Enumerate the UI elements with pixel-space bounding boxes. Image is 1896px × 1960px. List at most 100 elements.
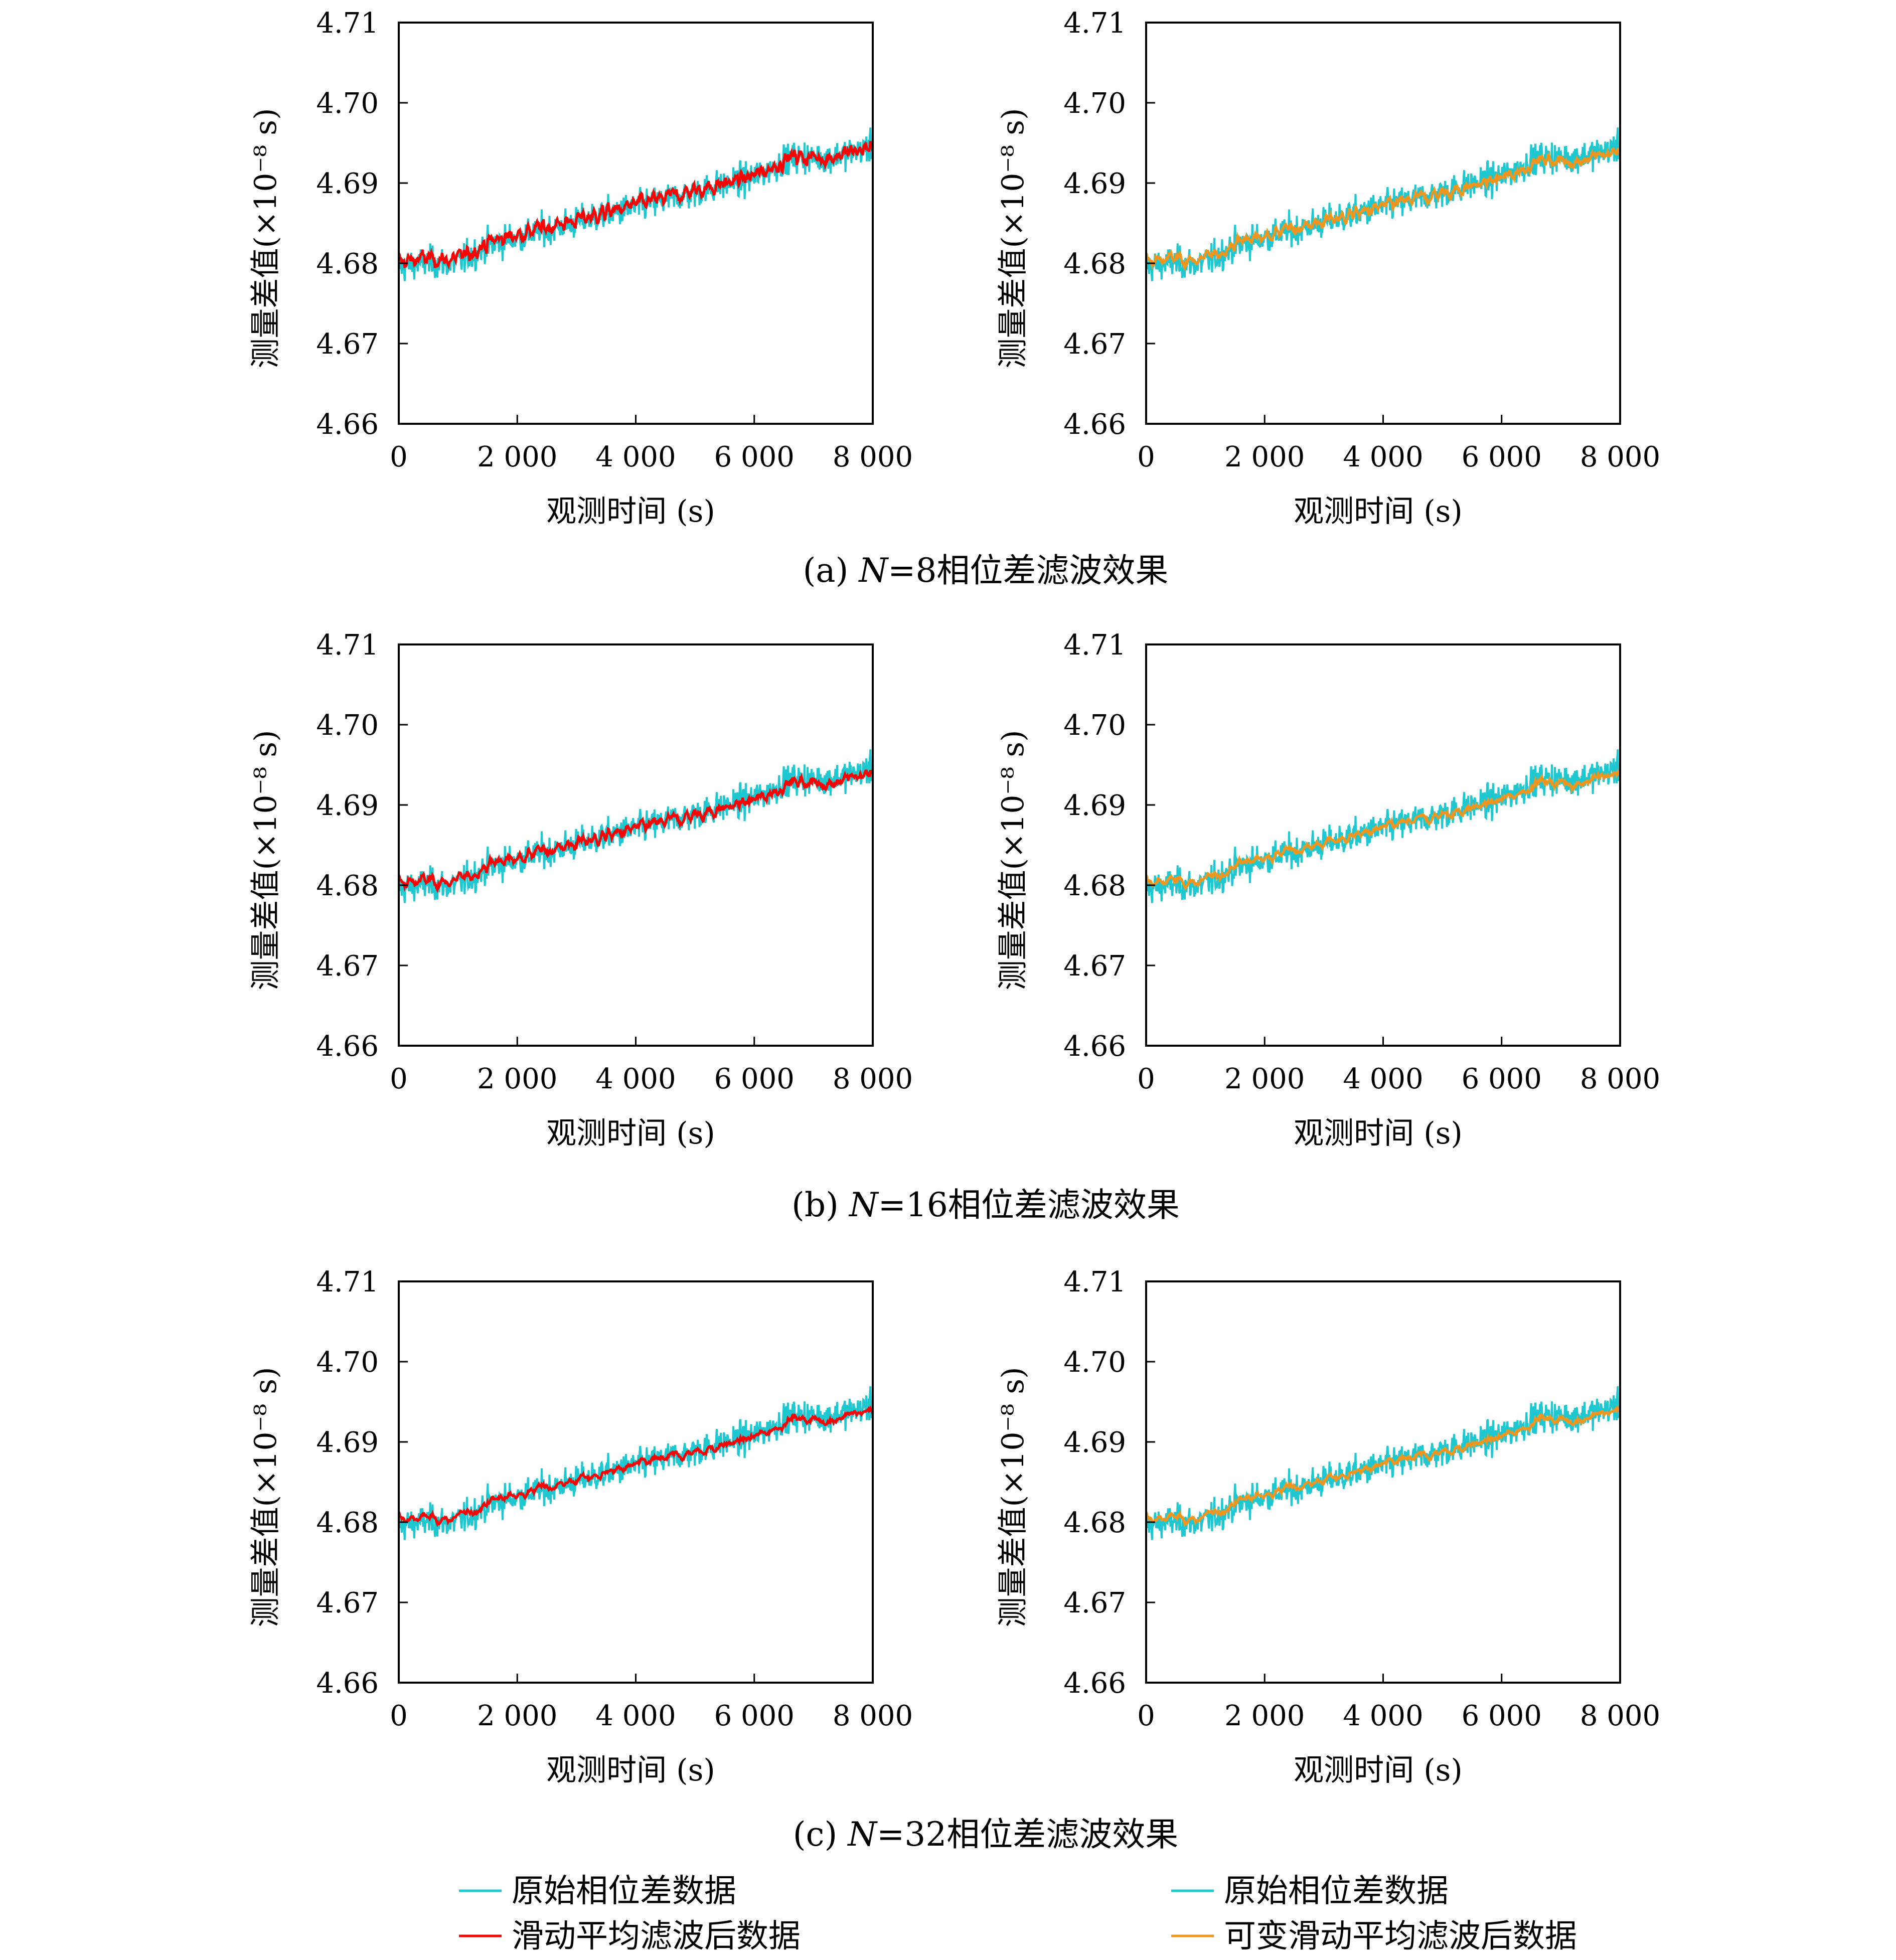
y-tick-label: 4.66 <box>316 1667 379 1700</box>
x-axis-label: 观测时间 (s) <box>1294 1753 1463 1788</box>
x-tick-label: 8 000 <box>833 441 913 473</box>
series-line-raw <box>399 749 873 903</box>
y-axis-label: 测量差值(×10⁻⁸ s) <box>248 730 283 990</box>
x-tick-label: 4 000 <box>595 1063 676 1095</box>
plot-frame <box>1145 1280 1621 1684</box>
y-tick-label: 4.70 <box>316 1346 379 1379</box>
legend-entry: 原始相位差数据 <box>512 1873 736 1910</box>
x-axis-label: 观测时间 (s) <box>1294 494 1463 529</box>
y-tick-label: 4.66 <box>316 1030 379 1063</box>
legend-entry: 可变滑动平均滤波后数据 <box>1224 1918 1577 1955</box>
x-tick-label: 6 000 <box>1462 1700 1542 1732</box>
y-tick-label: 4.67 <box>316 328 379 361</box>
x-tick-label: 4 000 <box>1343 1063 1423 1095</box>
y-tick-label: 4.66 <box>1063 1030 1126 1063</box>
y-tick-label: 4.66 <box>316 408 379 441</box>
y-tick-label: 4.69 <box>1063 1426 1126 1459</box>
x-tick-label: 2 000 <box>477 441 557 473</box>
chart-panel-c-left: 0 2 000 4 000 6 000 8 000 4.66 4.67 4.68 4.69 4.7… <box>248 1266 913 1788</box>
y-tick-label: 4.68 <box>316 1507 379 1539</box>
y-tick-label: 4.67 <box>316 1587 379 1619</box>
y-tick-label: 4.70 <box>316 87 379 120</box>
x-tick-label: 0 <box>390 1700 408 1732</box>
x-tick-label: 4 000 <box>595 1700 676 1732</box>
y-tick-label: 4.68 <box>1063 248 1126 280</box>
chart-panel-a-right: 0 2 000 4 000 6 000 8 000 4.66 4.67 4.68 4.69 4.7… <box>996 7 1660 529</box>
plot-frame <box>1145 22 1621 425</box>
y-tick-label: 4.69 <box>1063 168 1126 200</box>
x-axis-label: 观测时间 (s) <box>1294 1116 1463 1151</box>
y-axis-label: 测量差值(×10⁻⁸ s) <box>248 108 283 368</box>
x-tick-label: 0 <box>1137 1063 1155 1095</box>
y-tick-label: 4.70 <box>316 709 379 742</box>
y-tick-label: 4.69 <box>316 1426 379 1459</box>
x-tick-label: 6 000 <box>1462 441 1542 473</box>
series-line-filtered <box>1146 147 1620 271</box>
x-tick-label: 8 000 <box>1580 441 1660 473</box>
y-tick-label: 4.70 <box>1063 709 1126 742</box>
chart-panel-b-left: 0 2 000 4 000 6 000 8 000 4.66 4.67 4.68 4.69 4.7… <box>248 629 913 1151</box>
y-axis-label: 测量差值(×10⁻⁸ s) <box>248 1367 283 1627</box>
chart-panel-a-left: 0 2 000 4 000 6 000 8 000 4.66 4.67 4.68 4.69 4.7… <box>248 7 913 529</box>
x-tick-label: 2 000 <box>477 1063 557 1095</box>
x-tick-label: 6 000 <box>1462 1063 1542 1095</box>
x-tick-label: 6 000 <box>714 1063 795 1095</box>
y-tick-label: 4.71 <box>316 7 379 40</box>
y-tick-label: 4.71 <box>1063 629 1126 662</box>
x-axis-label: 观测时间 (s) <box>546 1753 715 1788</box>
figure-caption: (a) N=8相位差滤波效果 <box>803 551 1169 590</box>
chart-panel-b-right: 0 2 000 4 000 6 000 8 000 4.66 4.67 4.68 4.69 4.7… <box>996 629 1660 1151</box>
x-tick-label: 0 <box>1137 1700 1155 1732</box>
x-tick-label: 0 <box>390 441 408 473</box>
legend-entry: 原始相位差数据 <box>1224 1873 1449 1910</box>
x-tick-label: 2 000 <box>477 1700 557 1732</box>
y-tick-label: 4.67 <box>316 950 379 983</box>
y-axis-label: 测量差值(×10⁻⁸ s) <box>996 108 1031 368</box>
x-tick-label: 2 000 <box>1224 1063 1305 1095</box>
plot-frame <box>398 22 874 425</box>
x-tick-label: 8 000 <box>833 1063 913 1095</box>
x-tick-label: 0 <box>1137 441 1155 473</box>
y-tick-label: 4.69 <box>1063 789 1126 822</box>
x-tick-label: 2 000 <box>1224 1700 1305 1732</box>
series-line-filtered <box>1146 1405 1620 1528</box>
y-tick-label: 4.71 <box>1063 7 1126 40</box>
legend-entry: 滑动平均滤波后数据 <box>512 1918 801 1955</box>
x-axis-label: 观测时间 (s) <box>546 494 715 529</box>
plot-frame <box>398 1280 874 1684</box>
x-tick-label: 4 000 <box>595 441 676 473</box>
y-tick-label: 4.67 <box>1063 328 1126 361</box>
y-tick-label: 4.66 <box>1063 408 1126 441</box>
x-tick-label: 8 000 <box>833 1700 913 1732</box>
x-tick-label: 4 000 <box>1343 441 1423 473</box>
x-tick-label: 6 000 <box>714 1700 795 1732</box>
x-axis-label: 观测时间 (s) <box>546 1116 715 1151</box>
y-tick-label: 4.68 <box>1063 1507 1126 1539</box>
series-line-filtered <box>399 769 873 893</box>
y-tick-label: 4.71 <box>316 629 379 662</box>
y-tick-label: 4.69 <box>316 168 379 200</box>
plot-frame <box>1145 643 1621 1047</box>
figure-caption: (b) N=16相位差滤波效果 <box>792 1186 1180 1224</box>
y-tick-label: 4.67 <box>1063 1587 1126 1619</box>
y-tick-label: 4.68 <box>1063 870 1126 902</box>
x-tick-label: 6 000 <box>714 441 795 473</box>
y-tick-label: 4.70 <box>1063 1346 1126 1379</box>
y-tick-label: 4.71 <box>1063 1266 1126 1298</box>
y-tick-label: 4.67 <box>1063 950 1126 983</box>
x-tick-label: 0 <box>390 1063 408 1095</box>
y-axis-label: 测量差值(×10⁻⁸ s) <box>996 730 1031 990</box>
y-tick-label: 4.68 <box>316 248 379 280</box>
y-tick-label: 4.71 <box>316 1266 379 1298</box>
y-tick-label: 4.70 <box>1063 87 1126 120</box>
x-tick-label: 4 000 <box>1343 1700 1423 1732</box>
y-tick-label: 4.68 <box>316 870 379 902</box>
x-tick-label: 2 000 <box>1224 441 1305 473</box>
y-axis-label: 测量差值(×10⁻⁸ s) <box>996 1367 1031 1627</box>
y-tick-label: 4.69 <box>316 789 379 822</box>
chart-panel-c-right: 0 2 000 4 000 6 000 8 000 4.66 4.67 4.68 4.69 4.7… <box>996 1266 1660 1788</box>
series-line-filtered <box>1146 769 1620 891</box>
